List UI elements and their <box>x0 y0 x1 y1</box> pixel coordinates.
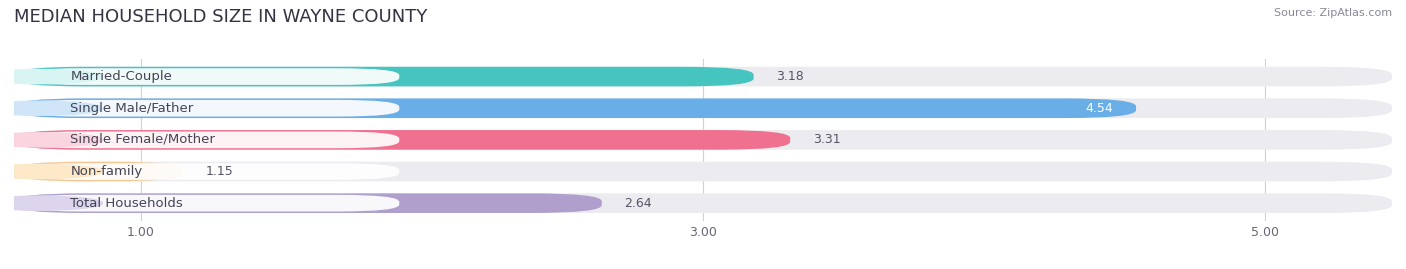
Circle shape <box>0 196 103 210</box>
Text: 3.31: 3.31 <box>813 133 841 146</box>
FancyBboxPatch shape <box>20 100 399 116</box>
Text: Single Male/Father: Single Male/Father <box>70 102 194 115</box>
Circle shape <box>0 133 103 147</box>
FancyBboxPatch shape <box>20 68 399 85</box>
FancyBboxPatch shape <box>14 67 754 86</box>
FancyBboxPatch shape <box>14 130 1392 150</box>
Text: Non-family: Non-family <box>70 165 142 178</box>
FancyBboxPatch shape <box>14 67 1392 86</box>
FancyBboxPatch shape <box>14 98 1136 118</box>
Circle shape <box>0 164 103 179</box>
FancyBboxPatch shape <box>14 162 183 181</box>
Text: Source: ZipAtlas.com: Source: ZipAtlas.com <box>1274 8 1392 18</box>
Text: 1.15: 1.15 <box>205 165 233 178</box>
FancyBboxPatch shape <box>14 162 1392 181</box>
Text: Total Households: Total Households <box>70 197 183 210</box>
FancyBboxPatch shape <box>20 195 399 211</box>
FancyBboxPatch shape <box>14 193 1392 213</box>
Circle shape <box>0 69 103 84</box>
Text: Married-Couple: Married-Couple <box>70 70 172 83</box>
FancyBboxPatch shape <box>20 163 399 180</box>
FancyBboxPatch shape <box>20 132 399 148</box>
FancyBboxPatch shape <box>14 130 790 150</box>
Text: 3.18: 3.18 <box>776 70 804 83</box>
Text: MEDIAN HOUSEHOLD SIZE IN WAYNE COUNTY: MEDIAN HOUSEHOLD SIZE IN WAYNE COUNTY <box>14 8 427 26</box>
FancyBboxPatch shape <box>14 193 602 213</box>
Text: Single Female/Mother: Single Female/Mother <box>70 133 215 146</box>
FancyBboxPatch shape <box>14 98 1392 118</box>
Text: 4.54: 4.54 <box>1085 102 1114 115</box>
Circle shape <box>0 101 103 115</box>
Text: 2.64: 2.64 <box>624 197 652 210</box>
